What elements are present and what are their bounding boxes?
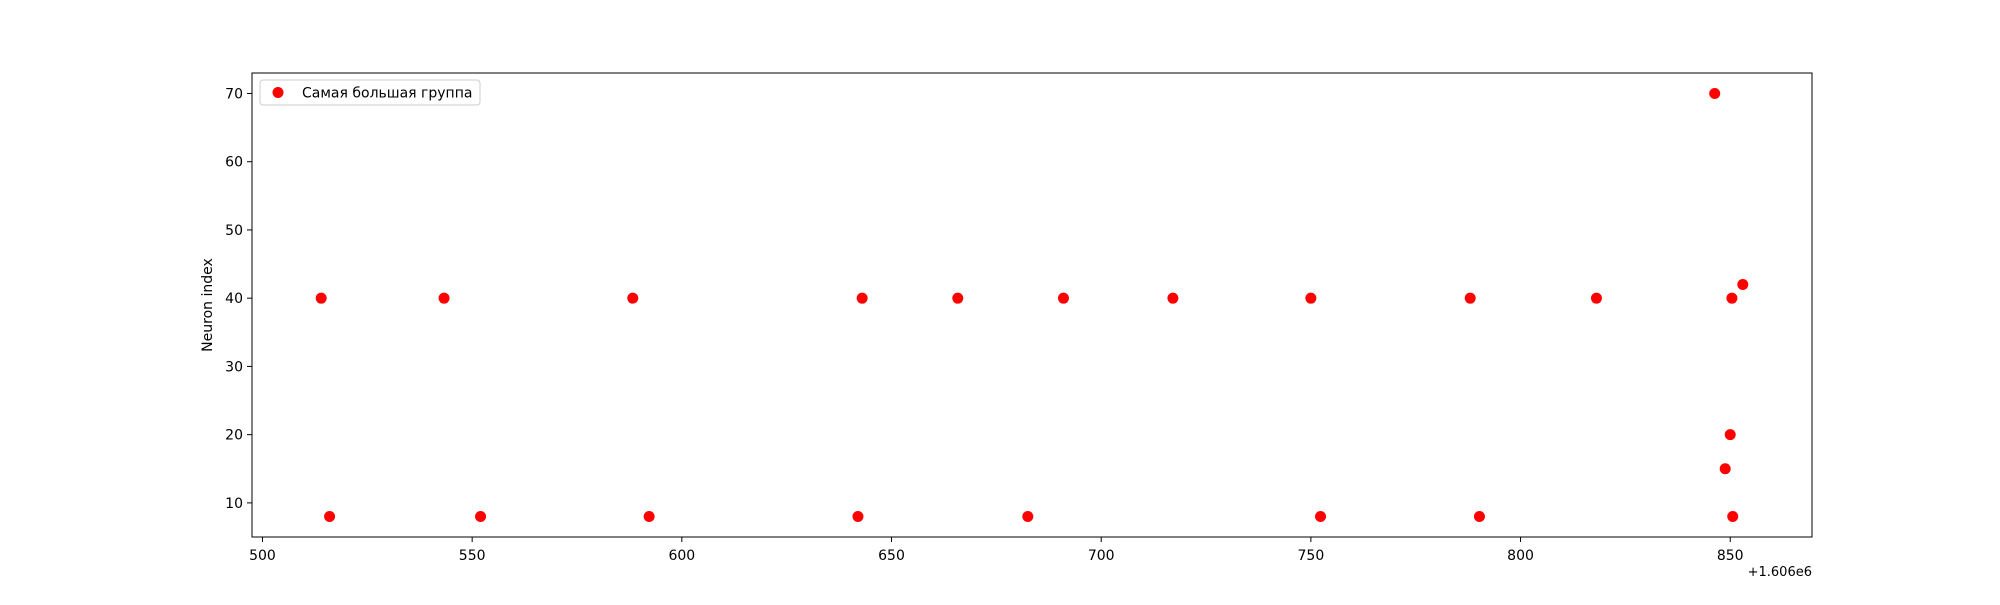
x-axis-ticks: 500 550 600 650 700 750 800 850 [249,537,1744,564]
y-tick-label: 40 [225,291,243,307]
data-point [1590,292,1602,304]
y-axis-label: Neuron index [200,258,216,352]
legend-label: Самая большая группа [302,86,472,102]
data-point [1727,511,1739,523]
x-tick-label: 500 [249,548,276,564]
data-point [315,292,327,304]
x-tick-label: 650 [878,548,905,564]
legend: Самая большая группа [259,79,481,106]
y-tick-label: 10 [225,496,243,512]
data-point [627,292,639,304]
plot-marks [315,87,1749,523]
y-tick-label: 70 [225,86,243,102]
data-point [856,292,868,304]
y-tick-label: 50 [225,223,243,239]
y-tick-label: 60 [225,155,243,171]
data-point [324,511,336,523]
data-point [852,511,864,523]
data-point [1315,511,1327,523]
data-point [1464,292,1476,304]
y-tick-label: 20 [225,428,243,444]
plot-area-frame [251,72,1813,538]
x-tick-label: 600 [668,548,695,564]
x-tick-label: 800 [1507,548,1534,564]
x-tick-label: 550 [459,548,486,564]
data-point [1473,511,1485,523]
x-tick-label: 750 [1298,548,1325,564]
x-tick-label: 850 [1717,548,1744,564]
y-tick-label: 30 [225,359,243,375]
legend-marker [272,87,284,98]
data-point [1305,292,1317,304]
data-point [475,511,487,523]
x-tick-label: 700 [1088,548,1115,564]
data-point [1167,292,1179,304]
y-axis-ticks: 10 20 30 40 50 60 70 [225,86,252,512]
data-point [1737,279,1749,291]
x-axis-offset-label: +1.606e6 [1748,565,1812,580]
data-point [1719,463,1731,475]
data-point [1709,87,1721,99]
data-point [952,292,964,304]
legend-box [259,79,481,106]
data-point [1724,429,1736,441]
data-point [1022,511,1034,523]
data-point [1726,292,1738,304]
data-point [438,292,450,304]
data-point [1057,292,1069,304]
data-point [643,511,655,523]
